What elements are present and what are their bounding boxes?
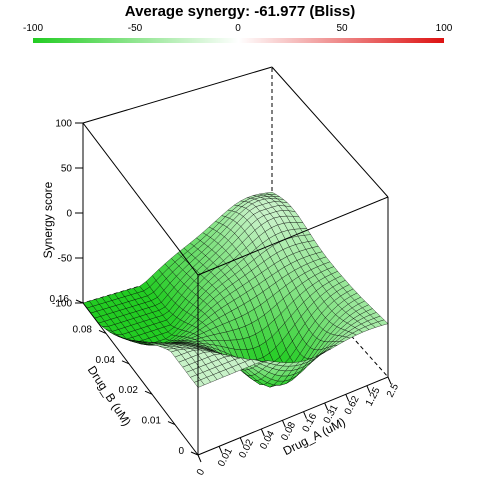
drug-b-axis: 0 0.01 0.02 0.04 0.08 0.16 — [50, 294, 199, 457]
drug-a-tick-mark — [324, 402, 329, 411]
drug-a-tick-mark — [239, 437, 244, 445]
drug-a-tick-label: 2.5 — [385, 382, 401, 400]
plot-box-front — [82, 66, 389, 456]
drug-a-tick-label: 0.62 — [343, 394, 362, 417]
color-scale-bar — [33, 38, 444, 43]
drug-a-tick-label: 0.01 — [216, 446, 235, 469]
z-tick-label: 0 — [66, 209, 72, 220]
box-edge — [82, 302, 199, 456]
drug-a-axis: 00.01 0.02 0.04 0.08 0.16 0.31 0.62 1.25 2.5 — [195, 376, 401, 477]
z-tick-label: -100 — [52, 299, 72, 310]
drug-a-tick-mark — [197, 454, 202, 463]
drug-a-tick-mark — [281, 420, 286, 428]
surface-cell — [193, 379, 205, 388]
synergy-surface — [82, 192, 389, 388]
color-scale-tick: -50 — [128, 23, 143, 34]
drug-a-tick-mark — [260, 428, 265, 437]
drug-b-tick-mark — [98, 329, 107, 334]
drug-a-tick-mark — [366, 385, 371, 393]
z-axis: 100 50 0 -50 -100 — [52, 119, 83, 310]
drug-b-tick-label: 0.08 — [73, 324, 93, 335]
drug-b-tick-label: 0.04 — [96, 355, 116, 366]
drug-a-tick-label: 1.25 — [364, 385, 383, 408]
drug-b-tick-mark — [190, 451, 199, 456]
drug-a-tick-mark — [345, 394, 350, 402]
drug-b-tick-label: 0.16 — [50, 294, 70, 305]
color-scale-tick: 100 — [436, 23, 453, 34]
drug-b-tick-mark — [121, 360, 130, 365]
drug-a-tick-mark — [387, 376, 392, 385]
box-edge — [197, 376, 389, 456]
drug-b-tick-mark — [167, 421, 176, 426]
color-scale-tick: 0 — [235, 23, 241, 34]
drug-a-tick-mark — [218, 446, 223, 454]
box-edge — [197, 196, 389, 276]
drug-a-tick-label: 0.02 — [237, 437, 256, 460]
z-tick-label: 100 — [55, 119, 72, 130]
color-scale-tick: -100 — [23, 23, 43, 34]
z-axis-title: Synergy score — [41, 181, 55, 258]
box-edge — [82, 122, 199, 276]
drug-a-tick-mark — [303, 411, 308, 419]
drug-b-tick-label: 0.01 — [142, 416, 162, 427]
chart-title: Average synergy: -61.977 (Bliss) — [125, 3, 355, 20]
drug-a-tick-label: 0 — [195, 467, 208, 477]
color-scale-tick: 50 — [336, 23, 348, 34]
color-scale-legend: -100 -50 0 50 100 — [23, 23, 453, 43]
drug-a-tick-label: 0.04 — [258, 429, 277, 452]
drug-b-tick-mark — [144, 390, 153, 395]
z-tick-label: 50 — [61, 164, 73, 175]
z-tick-label: -50 — [58, 254, 73, 265]
box-edge — [271, 66, 389, 198]
drug-b-tick-label: 0 — [178, 446, 184, 457]
drug-b-tick-mark — [75, 299, 84, 304]
drug-b-tick-label: 0.02 — [119, 385, 139, 396]
box-edge — [82, 66, 273, 124]
